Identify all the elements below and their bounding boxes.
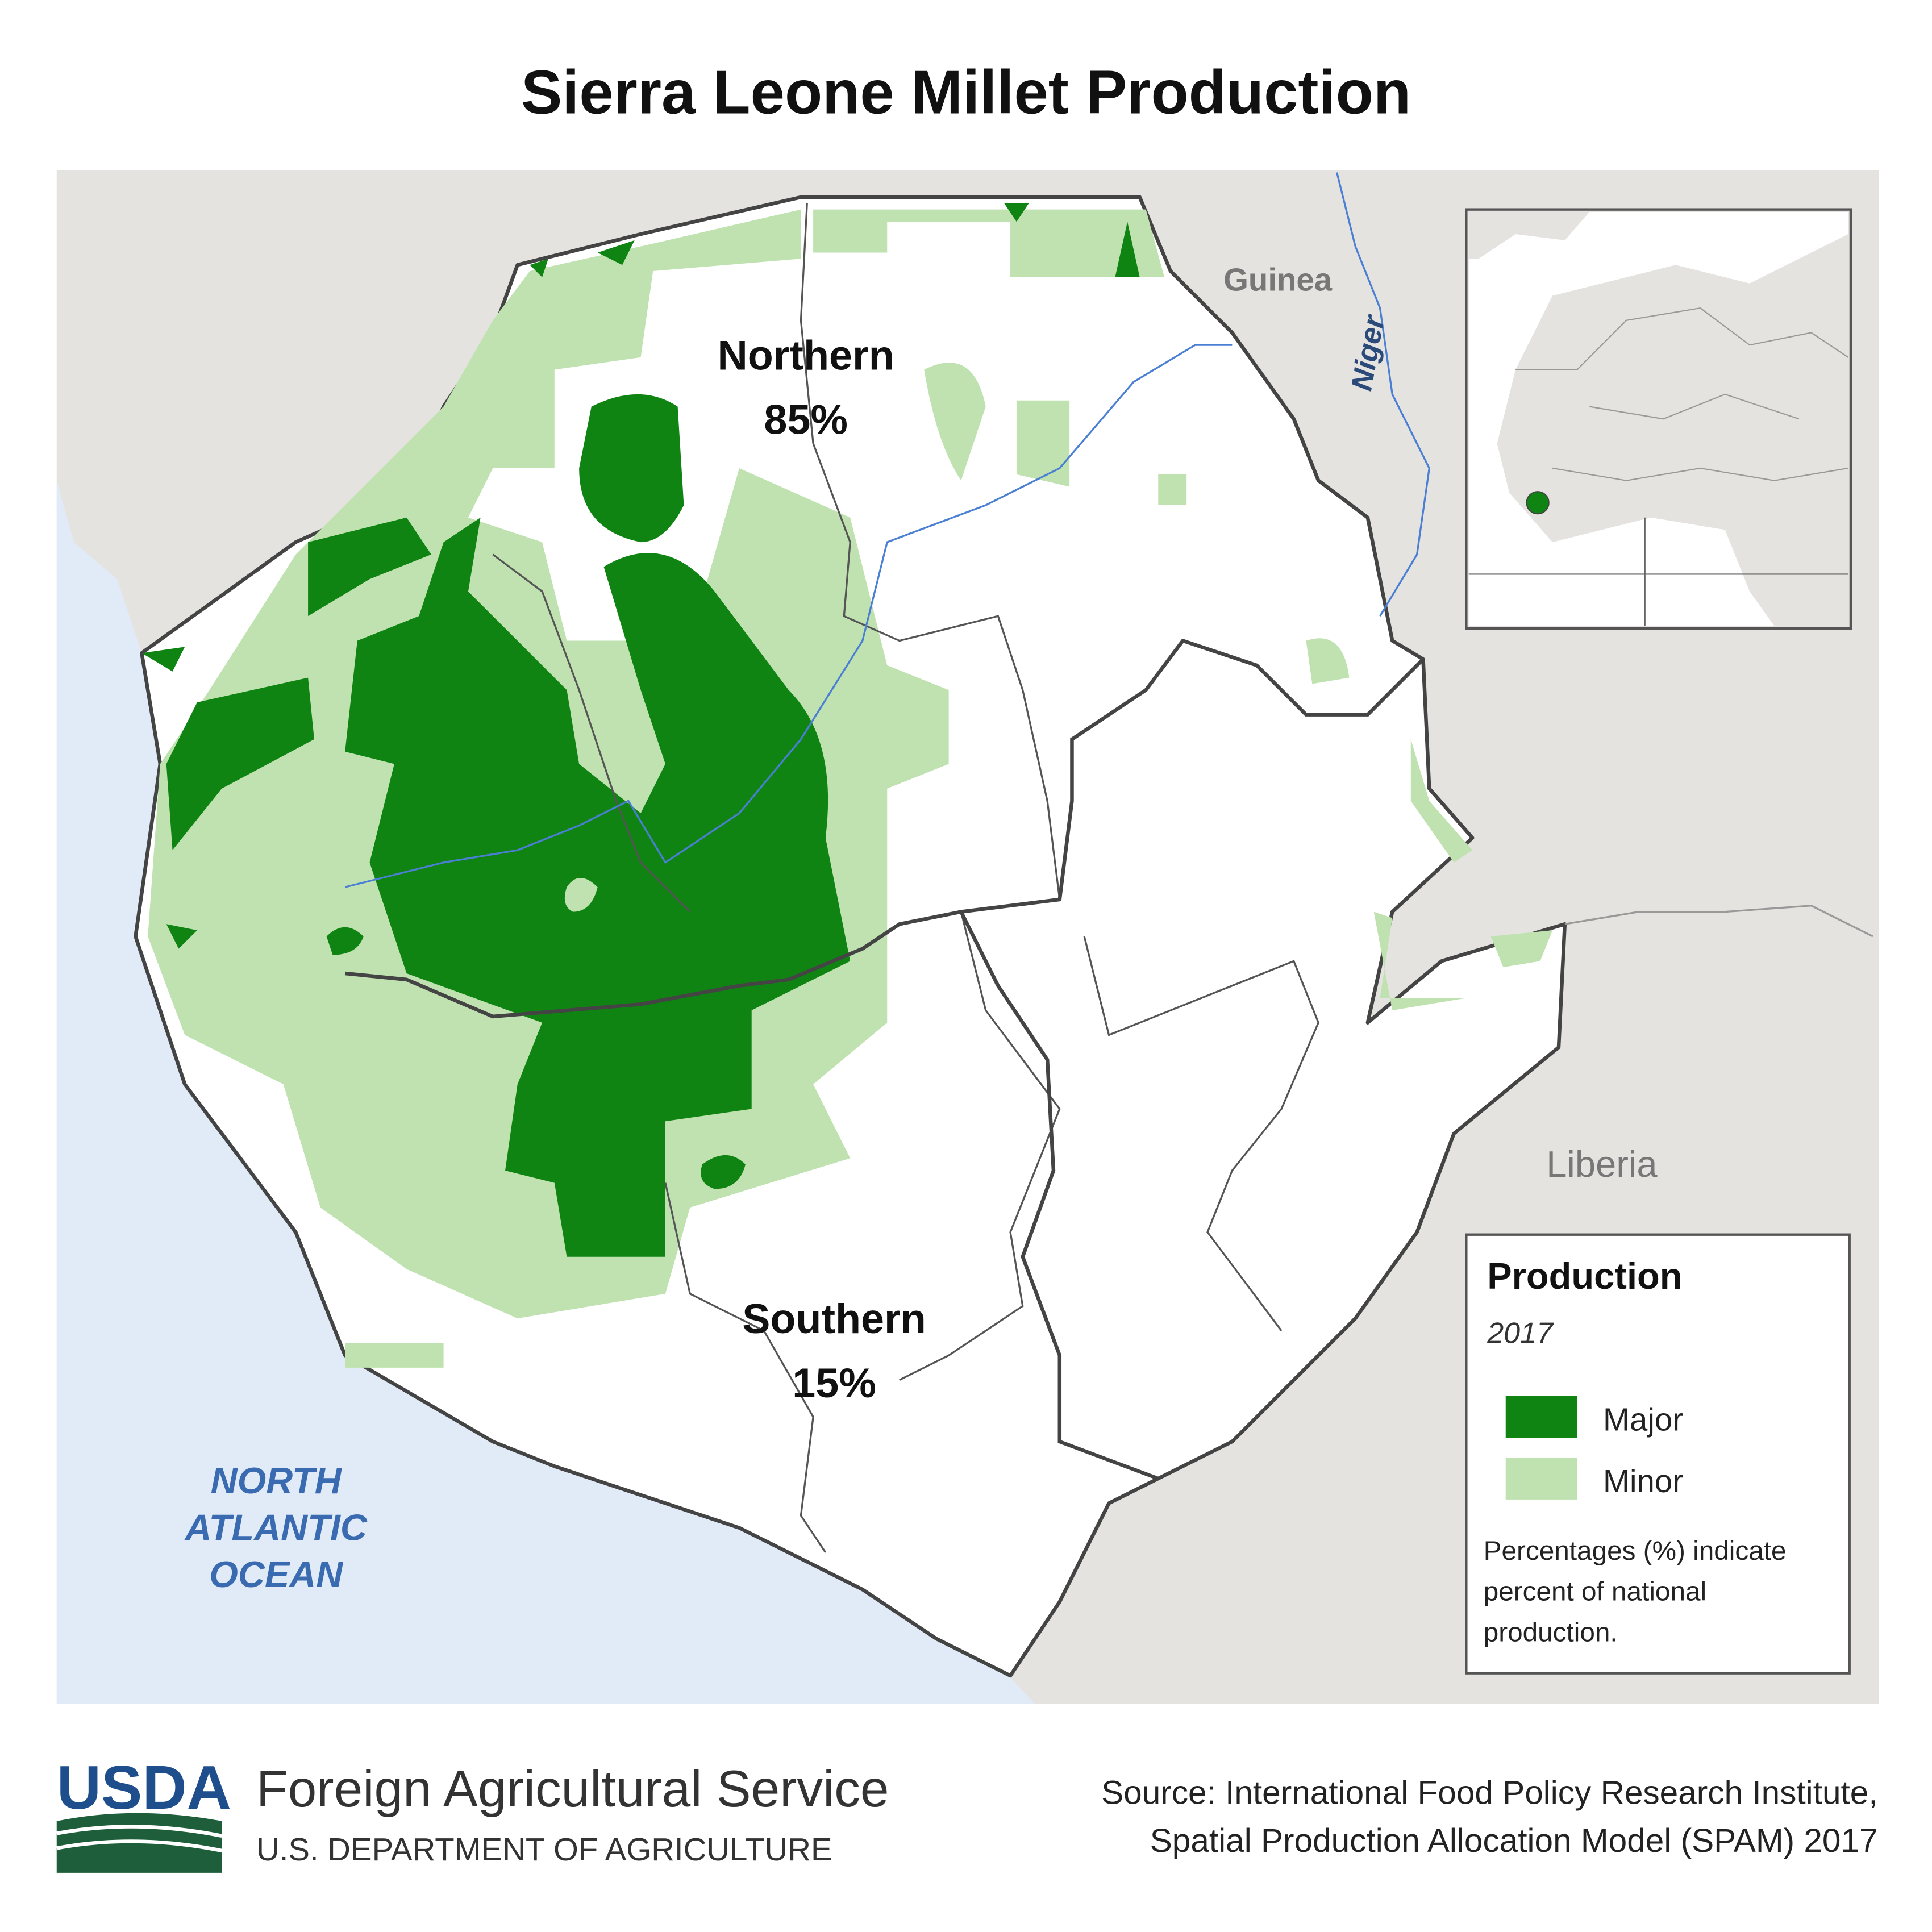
legend-year: 2017	[1487, 1317, 1554, 1350]
inset-map	[1465, 208, 1852, 630]
source: Source: International Food Policy Resear…	[1101, 1774, 1877, 1811]
department: U.S. DEPARTMENT OF AGRICULTURE	[256, 1831, 832, 1867]
legend: Production 2017 Major Minor Percentages …	[1465, 1233, 1851, 1675]
legend-swatch	[1505, 1396, 1577, 1438]
legend-note: percent of national	[1484, 1577, 1706, 1607]
legend-label: Minor	[1603, 1463, 1683, 1499]
ocean-label: OCEAN	[209, 1554, 344, 1595]
legend-note: production.	[1484, 1617, 1618, 1647]
ocean-label: NORTH	[211, 1460, 343, 1501]
legend-label: Major	[1603, 1401, 1683, 1437]
title: Sierra Leone Millet Production	[521, 57, 1411, 126]
legend-swatch	[1505, 1458, 1577, 1500]
ocean-label: ATLANTIC	[184, 1506, 368, 1548]
legend-note: Percentages (%) indicate	[1484, 1536, 1787, 1566]
region-share: 85%	[764, 395, 848, 443]
region-label: Northern	[717, 332, 894, 379]
country-label: Liberia	[1546, 1143, 1658, 1185]
logo: USDA	[57, 1753, 231, 1822]
country-label: Guinea	[1223, 262, 1333, 298]
region-label: Southern	[742, 1295, 926, 1342]
legend-title: Production	[1487, 1255, 1682, 1297]
source: Spatial Production Allocation Model (SPA…	[1150, 1822, 1878, 1859]
agency: Foreign Agricultural Service	[256, 1760, 889, 1818]
region-share: 15%	[792, 1359, 876, 1406]
footer: USDA Foreign Agricultural Service U.S. D…	[56, 1753, 1878, 1873]
